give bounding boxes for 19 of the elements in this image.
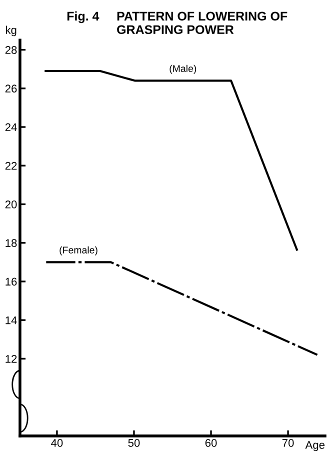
y-tick-label: 26	[5, 84, 17, 93]
y-axis-title: kg	[6, 26, 16, 36]
y-tick-label: 20	[5, 200, 17, 208]
y-tick-label: 16	[6, 278, 17, 286]
chart-title: Fig. 4	[67, 11, 100, 24]
y-tick-label: 28	[5, 46, 17, 54]
series-label: (Male)	[170, 64, 196, 74]
x-tick-label: 40	[51, 439, 63, 447]
x-tick-label: 50	[128, 439, 140, 447]
chart-subtitle: PATTERN OF LOWERING OF GRASPING POWER	[117, 12, 288, 34]
x-tick-label: 70	[282, 439, 294, 447]
x-axis-title: Age	[305, 441, 325, 452]
y-tick-label: 12	[6, 354, 17, 363]
y-tick-label: 14	[6, 316, 17, 324]
series-label: (Female)	[60, 246, 98, 256]
y-tick-label: 18	[6, 239, 17, 247]
y-tick-label: 22	[5, 162, 17, 170]
y-tick-label: 24	[5, 123, 17, 132]
x-tick-label: 60	[205, 439, 217, 447]
